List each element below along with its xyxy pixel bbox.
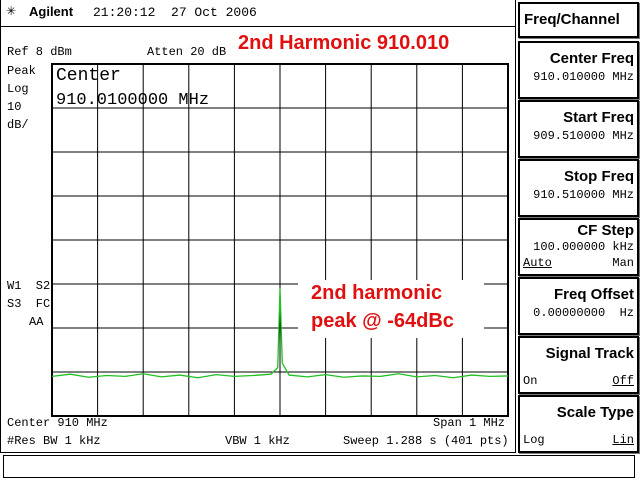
softkey-value: 910.010000 MHz [533, 70, 634, 84]
screen-frame [0, 0, 516, 453]
ref-level: Ref 8 dBm [7, 45, 72, 59]
softkey-label: CF Step [577, 222, 634, 239]
softkey-label: Center Freq [549, 50, 634, 67]
softkey[interactable]: Scale Type Log Lin [518, 395, 639, 453]
softkey[interactable]: Start Freq 909.510000 MHz [518, 100, 639, 158]
annotation-peak: peak @ -64dBc [311, 310, 454, 332]
left-label: Peak [7, 64, 36, 78]
softkey-value: 100.000000 kHz [533, 240, 634, 254]
softkey[interactable]: Freq Offset 0.00000000 Hz [518, 277, 639, 335]
brand: Agilent [29, 4, 74, 19]
status-line [3, 455, 635, 478]
status-label: S3 FC [7, 297, 51, 311]
footer-sweep: Sweep 1.288 s (401 pts) [343, 434, 509, 448]
trace [51, 288, 509, 379]
annotation-box: 2nd harmonic peak @ -64dBc [298, 280, 484, 338]
menu-title-text: Freq/Channel [524, 11, 620, 28]
softkey-option: On [523, 374, 538, 388]
softkey-label: Freq Offset [553, 286, 634, 303]
footer-span: Span 1 MHz [433, 416, 506, 430]
softkey-value: 909.510000 MHz [533, 129, 634, 143]
annotation-title: 2nd Harmonic 910.010 [238, 32, 450, 54]
left-label: Log [7, 82, 29, 96]
status-label: AA [29, 315, 44, 329]
softkey-value: 0.00000000 Hz [533, 306, 634, 320]
trace-display [51, 63, 509, 417]
softkey-label: Start Freq [563, 109, 634, 126]
softkey[interactable]: Signal Track On Off [518, 336, 639, 394]
softkey-label: Signal Track [545, 345, 634, 362]
softkey-option: Log [523, 433, 545, 447]
softkey-label: Stop Freq [564, 168, 634, 185]
left-label: 10 [7, 100, 22, 114]
softkey-value: 910.510000 MHz [533, 188, 634, 202]
status-label: W1 S2 [7, 279, 51, 293]
datetime: 21:20:12 27 Oct 2006 [93, 5, 257, 20]
footer-rbw: #Res BW 1 kHz [7, 434, 101, 448]
left-label: dB/ [7, 118, 29, 132]
softkey[interactable]: CF Step 100.000000 kHz Auto Man [518, 218, 639, 276]
menu-title: Freq/Channel [518, 2, 639, 38]
softkey-option: Off [612, 374, 634, 388]
marker-label: Center [56, 66, 121, 86]
softkey-option: Auto [523, 256, 552, 270]
footer-vbw: VBW 1 kHz [225, 434, 290, 448]
softkey-option: Lin [612, 433, 634, 447]
annotation-peak: 2nd harmonic [311, 282, 443, 304]
logo: ✳ [6, 4, 17, 18]
attenuation: Atten 20 dB [147, 45, 227, 59]
softkey[interactable]: Center Freq 910.010000 MHz [518, 41, 639, 99]
softkey-label: Scale Type [556, 404, 634, 421]
marker-value: 910.0100000 MHz [56, 91, 210, 110]
softkey-option: Man [612, 256, 634, 270]
footer-center: Center 910 MHz [7, 416, 108, 430]
softkey[interactable]: Stop Freq 910.510000 MHz [518, 159, 639, 217]
header-rule [0, 26, 515, 27]
